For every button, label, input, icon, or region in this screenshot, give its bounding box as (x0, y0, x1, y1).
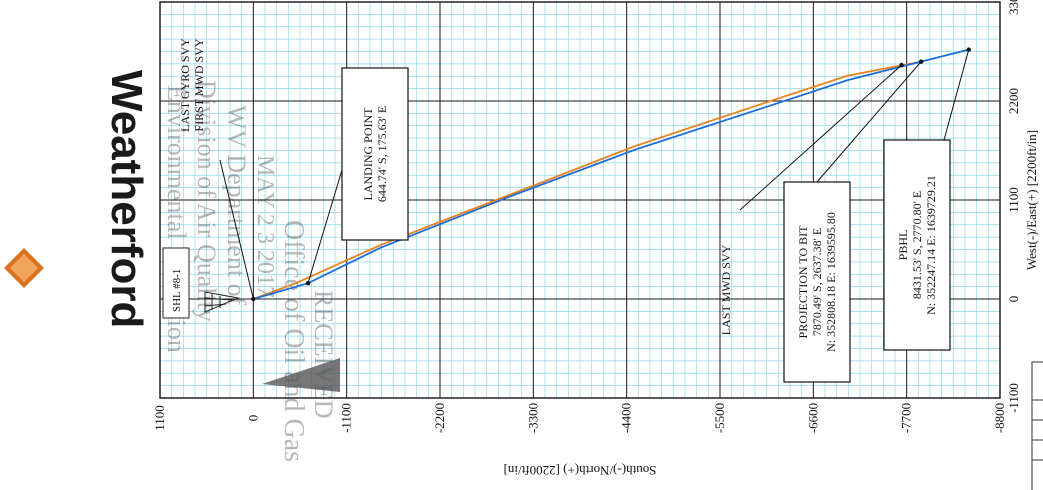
rig-icon (204, 291, 240, 313)
surface-label: SHL #8-1 (171, 269, 183, 312)
surface-location-box: SHL #8-1 (162, 247, 190, 319)
annotation-label: FIRST MWD SVY (192, 38, 206, 131)
annotation-leader (739, 64, 902, 211)
x-tick-label: -1100 (339, 403, 354, 433)
y-tick-label: 2200 (1006, 88, 1021, 114)
stamp-line-4: MAY 2 3 2017 (252, 155, 278, 298)
annotation-leader (943, 49, 970, 141)
annotation-label: N: 352808.18 E: 1639595.80 (824, 212, 838, 352)
y-axis-title: West(-)/East(+) [2200ft/in] (1024, 130, 1039, 270)
annotation-label: 644.74' S, 175.63' E (375, 106, 389, 202)
x-tick-label: 1100 (152, 405, 167, 431)
annotation-label: 7870.49' S, 2637.38' E (810, 228, 824, 336)
x-tick-label: -8800 (992, 403, 1007, 433)
annotation-leader (307, 169, 343, 284)
logo-text: Weatherford (102, 70, 151, 328)
annotation-layer: LAST GYRO SVY FIRST MWD SVY LANDING POINT 6… (178, 38, 970, 383)
annotation-label: LAST MWD SVY (719, 244, 733, 335)
annotation-label: PROJECTION TO BIT (796, 225, 810, 339)
annotation-label: LAST GYRO SVY (178, 38, 192, 132)
scale-mark-icon (262, 358, 340, 392)
weatherford-logo: Weatherford (102, 70, 151, 328)
y-tick-label: 0 (1006, 296, 1021, 303)
annotation-leader (816, 61, 922, 183)
survey-point (305, 280, 311, 286)
logo-mark-icon (4, 248, 44, 288)
annotation-label: PBHL (896, 230, 910, 261)
x-tick-label: 0 (245, 415, 260, 422)
stamp-line-2: Division of Air Quality (192, 80, 221, 322)
annotation-leader (219, 159, 254, 300)
annotation-box (883, 139, 951, 351)
y-tick-label: 3300 (1006, 0, 1021, 15)
annotation-label: 8431.53' S, 2770.80' E (910, 191, 924, 299)
x-tick-label: -4400 (619, 403, 634, 433)
annotation-box (783, 181, 851, 383)
plot-frame (159, 1, 1001, 399)
x-tick-label: -7700 (899, 403, 914, 433)
annotation-label: LANDING POINT (361, 107, 375, 201)
annotation-label: N: 352247.14 E: 1639729.21 (924, 175, 938, 315)
y-tick-label: 1100 (1006, 187, 1021, 213)
x-tick-label: -5500 (712, 403, 727, 433)
x-tick-label: -2200 (432, 403, 447, 433)
stamp-line-3: WV Department of (222, 105, 251, 306)
y-tick-label: -1100 (1006, 383, 1021, 413)
side-panel (1031, 361, 1043, 490)
x-axis-title: South(-)/North(+) [2200ft/in] (504, 463, 657, 478)
tick-label-layer: 1100 0 -1100 -2200 -3300 -4400 -5500 -6600 -7700… (152, 0, 1021, 433)
stamp-line-5: Office of Oil and Gas (278, 220, 309, 462)
x-tick-label: -3300 (525, 403, 540, 433)
annotation-box (341, 67, 409, 241)
x-tick-label: -6600 (805, 403, 820, 433)
stamp-line-6: RECEIVED (309, 290, 338, 419)
series-line (253, 48, 969, 300)
